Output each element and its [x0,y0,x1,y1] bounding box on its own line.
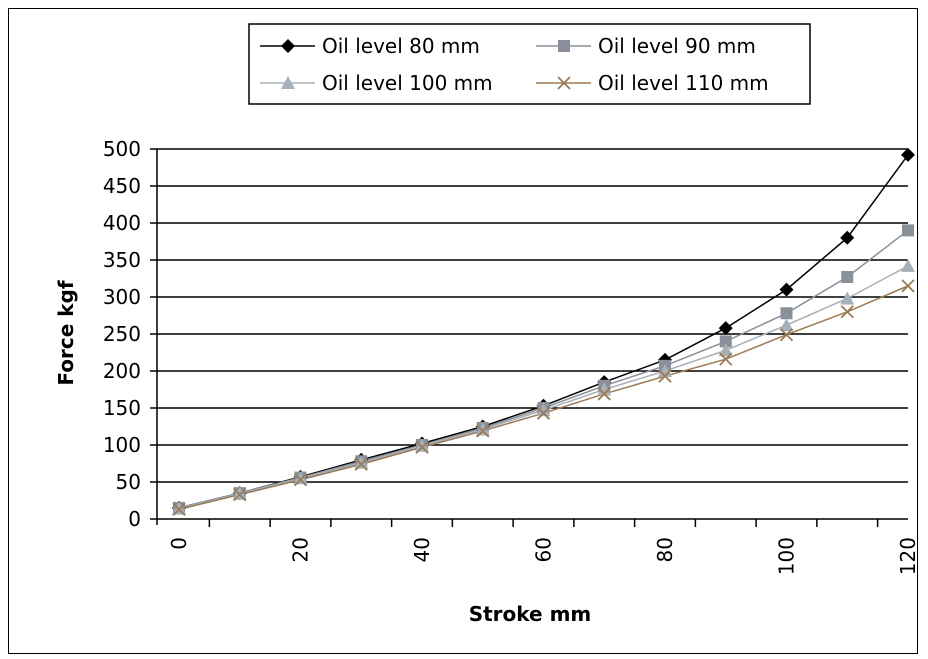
y-tick-label: 300 [103,285,141,309]
data-point-x-stroke [901,279,915,293]
y-tick-label: 100 [103,433,141,457]
data-point-diamond [779,282,794,297]
data-point-square [841,271,854,284]
data-point-triangle [415,438,429,452]
x-tick-label: 40 [410,537,434,562]
y-tick-label: 500 [103,137,141,161]
legend-label: Oil level 80 mm [322,34,480,58]
y-tick-label: 400 [103,211,141,235]
y-axis-title: Force kgf [54,280,78,385]
data-point-square [780,307,793,320]
y-tick-label: 350 [103,248,141,272]
data-point-x [415,440,429,454]
data-point-x [476,424,490,438]
legend-label: Oil level 90 mm [598,34,756,58]
series-line-2 [178,229,909,509]
data-point-triangle [281,76,295,89]
data-point-x-stroke [233,487,247,502]
data-point-triangle [597,382,612,396]
series-line-3 [178,265,909,510]
data-point-triangle [475,422,490,436]
x-tick-labels: 0 20 40 60 80 100 120 [167,537,920,575]
data-point-x [233,487,247,502]
legend-item: Oil level 90 mm [536,34,756,58]
data-point-x [840,305,854,319]
data-point-x [536,406,551,420]
data-point-x-stroke [293,473,308,487]
data-point-triangle [840,291,855,305]
data-point-square [902,224,914,237]
x-tick-label: 0 [167,537,191,550]
legend-label: Oil level 100 mm [322,71,493,95]
y-tick-label: 0 [128,507,141,531]
data-point-x-stroke [415,440,429,454]
data-point-x [354,457,368,471]
data-point-x [172,502,186,517]
data-point-triangle [293,471,308,485]
y-tick-labels: 0 50 100 150 200 250 300 350 400 450 500 [103,137,141,531]
data-point-x-stroke [597,387,611,401]
y-tick-label: 150 [103,396,141,420]
y-tick-label: 200 [103,359,141,383]
legend-label: Oil level 110 mm [598,71,769,95]
x-tick-label: 100 [775,537,799,575]
data-point-triangle [718,343,733,357]
series-lines [178,154,909,511]
data-point-x [557,76,571,90]
x-tick-label: 20 [289,537,313,562]
legend-item: Oil level 100 mm [260,71,493,95]
data-point-diamond [901,147,915,162]
data-point-x-stroke [172,502,186,517]
x-tick-label: 120 [896,537,920,575]
x-tick-label: 60 [532,537,556,562]
legend-item: Oil level 110 mm [536,71,769,95]
series-line-1 [178,154,909,509]
data-point-diamond [840,230,855,245]
legend: Oil level 80 mm Oil level 90 mm Oil level … [248,23,811,105]
data-point-x [901,279,915,293]
series-markers [172,147,915,517]
data-point-diamond [718,321,733,336]
data-point-triangle [779,318,794,332]
y-tick-label: 450 [103,174,141,198]
y-tick-label: 50 [116,470,141,494]
data-point-x-stroke [779,328,794,342]
y-tick-label: 250 [103,322,141,346]
data-point-x [658,369,672,383]
chart-frame [8,8,918,654]
x-tick-label: 80 [653,537,677,562]
data-point-diamond [281,39,295,53]
data-point-x [293,473,308,487]
data-point-x-stroke [536,406,551,420]
data-point-x [597,387,611,401]
legend-item: Oil level 80 mm [260,34,480,58]
data-point-square [719,335,732,348]
grid-lines [157,148,908,483]
data-point-square [558,40,570,52]
data-point-x-stroke [476,424,490,438]
data-point-triangle [536,403,551,417]
data-point-x [719,352,733,366]
x-axis-title: Stroke mm [469,602,592,626]
data-point-triangle [901,258,915,272]
data-point-x [779,328,794,342]
legend-box [248,23,811,105]
data-point-x-stroke [557,76,571,90]
axes [150,148,908,527]
data-point-triangle [354,455,369,469]
data-point-x-stroke [840,305,854,319]
data-point-x-stroke [658,369,672,383]
data-point-x-stroke [719,352,733,366]
data-point-x-stroke [354,457,368,471]
